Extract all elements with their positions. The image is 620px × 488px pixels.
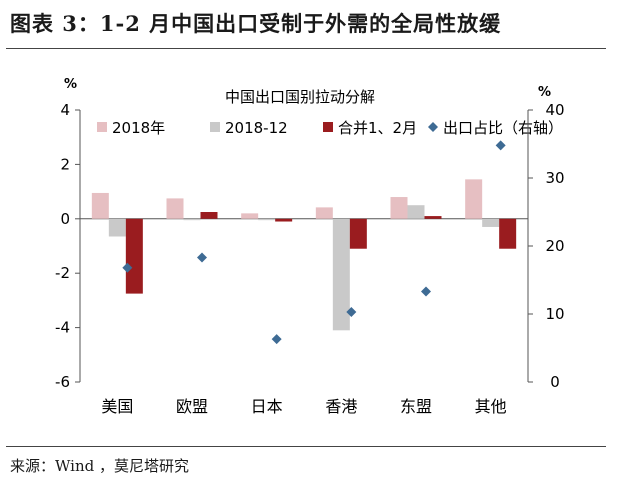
legend-swatch: [210, 122, 220, 132]
share-point: [495, 140, 506, 151]
share-point: [421, 286, 431, 297]
left-tick-label: 4: [60, 101, 70, 119]
category-label: 香港: [325, 397, 357, 416]
source-rule: [6, 446, 606, 447]
bar-s2019: [125, 218, 143, 294]
left-tick-label: -6: [55, 373, 70, 391]
bar-s201812: [482, 218, 500, 227]
bar-s201812: [332, 218, 350, 331]
bar-s2019: [349, 218, 367, 249]
left-axis-unit: %: [64, 77, 77, 92]
chart-title: 中国出口国别拉动分解: [225, 88, 375, 106]
category-label: 其他: [475, 397, 507, 416]
legend-label: 2018-12: [225, 119, 288, 137]
legend-label: 合并1、2月: [338, 119, 417, 137]
legend-swatch: [97, 122, 107, 132]
bar-s2018: [91, 192, 109, 219]
share-point: [122, 262, 133, 273]
legend: 2018年 2018-12 合并1、2月 出口占比（右轴）: [97, 119, 563, 137]
source-note: 来源：Wind ，莫尼塔研究: [10, 457, 189, 475]
figure-title: 图表 3：1-2 月中国出口受制于外需的全局性放缓: [10, 11, 502, 36]
bar-s2018: [315, 207, 333, 219]
legend-label: 2018年: [112, 119, 165, 137]
left-tick-label: -4: [55, 319, 70, 337]
right-axis-unit: %: [538, 85, 551, 100]
left-tick-label: 0: [60, 210, 70, 228]
category-label: 东盟: [400, 397, 432, 416]
bar-s2018: [166, 198, 184, 219]
bar-s2019: [424, 216, 442, 219]
bar-s201812: [108, 218, 126, 237]
bar-s2018: [241, 213, 259, 219]
right-tick-label: 10: [545, 305, 564, 323]
share-point: [197, 252, 207, 263]
bar-s2018: [390, 197, 408, 219]
legend-swatch: [428, 122, 438, 132]
left-tick-label: -2: [55, 264, 70, 282]
share-point: [271, 334, 282, 345]
legend-swatch: [323, 122, 333, 132]
right-tick-label: 40: [545, 101, 564, 119]
bar-s201812: [258, 218, 276, 221]
right-tick-label: 20: [545, 237, 564, 255]
bar-s2019: [200, 212, 218, 219]
title-rule: [6, 48, 606, 49]
category-label: 欧盟: [176, 397, 208, 416]
category-label: 日本: [251, 397, 283, 416]
chart: 中国出口国别拉动分解 % % 2018年 2018-12 合并1、2月 出口占比（右轴…: [55, 77, 565, 416]
legend-label: 出口占比（右轴）: [443, 119, 563, 137]
right-tick-label: 0: [550, 373, 560, 391]
share-point: [346, 306, 357, 317]
bar-s201812: [183, 218, 201, 221]
bar-s2019: [275, 218, 293, 222]
category-label: 美国: [101, 397, 133, 416]
bar-s2018: [465, 179, 483, 219]
bar-s2019: [499, 218, 517, 249]
bar-s201812: [407, 205, 425, 219]
left-tick-label: 2: [60, 155, 70, 173]
right-tick-label: 30: [545, 169, 564, 187]
